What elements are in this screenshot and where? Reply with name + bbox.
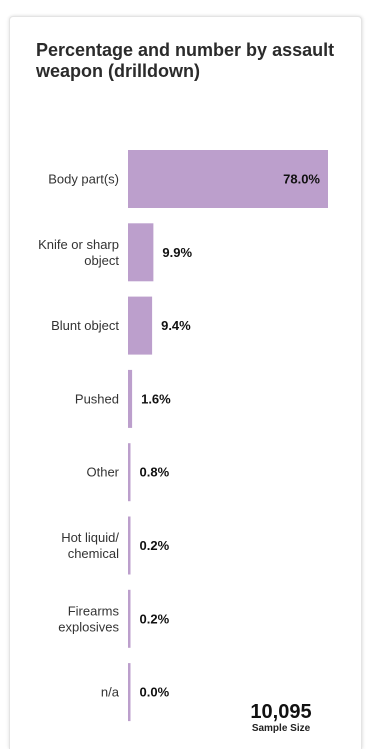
bar[interactable]: [128, 516, 131, 575]
bar[interactable]: [128, 589, 131, 648]
bar[interactable]: [128, 369, 133, 428]
category-label: Pushed: [75, 391, 119, 406]
bar[interactable]: [128, 443, 131, 502]
sample-size: 10,095 Sample Size: [221, 701, 341, 735]
bar[interactable]: [128, 296, 153, 355]
category-label: Blunt object: [51, 318, 119, 333]
category-label: Firearms explosives: [58, 603, 119, 634]
data-label: 78.0%: [283, 172, 320, 187]
bar[interactable]: [128, 150, 328, 208]
data-label: 0.2%: [140, 538, 170, 553]
data-label: 1.6%: [141, 391, 171, 406]
category-label: Hot liquid/chemical: [61, 530, 119, 561]
sample-size-value: 10,095: [250, 701, 312, 723]
data-label: 0.2%: [140, 611, 170, 626]
chart-title: Percentage and number by assault weapon …: [36, 40, 335, 81]
chart-card: [9, 16, 362, 749]
bar[interactable]: [128, 223, 154, 282]
data-label: 0.8%: [140, 465, 170, 480]
bar[interactable]: [128, 663, 131, 722]
category-label: Other: [86, 465, 119, 480]
data-label: 9.4%: [161, 318, 191, 333]
data-label: 9.9%: [162, 245, 192, 260]
data-label: 0.0%: [140, 685, 170, 700]
sample-size-label: Sample Size: [251, 723, 311, 734]
category-label: Knife or sharp object: [38, 237, 119, 268]
category-label: n/a: [101, 685, 120, 700]
category-label: Body part(s): [48, 172, 119, 187]
